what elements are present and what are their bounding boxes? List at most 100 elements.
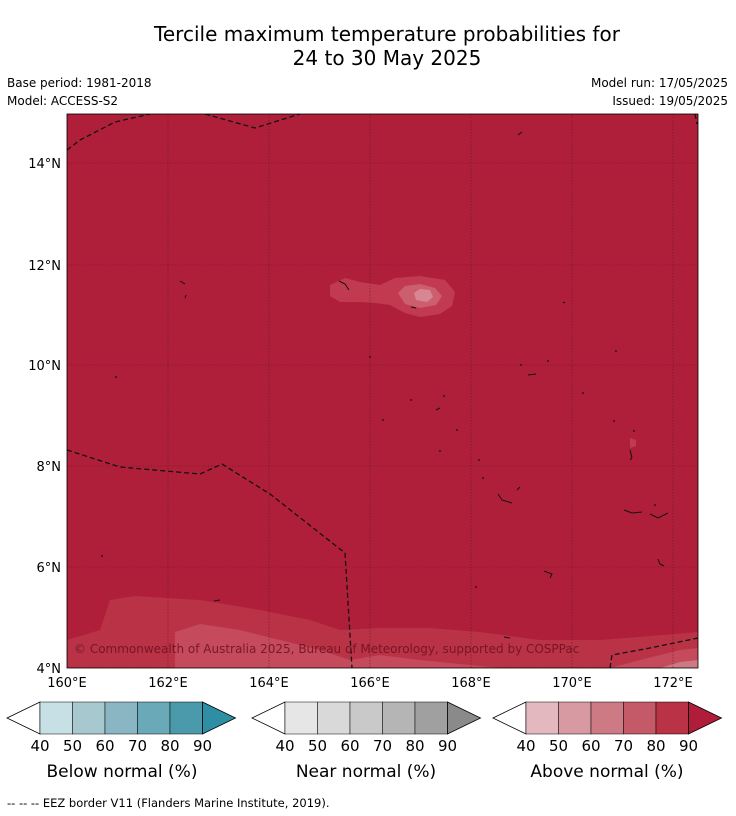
island-outline <box>657 558 665 567</box>
colorbar-tick: 80 <box>646 737 665 755</box>
contour-70-southeast <box>610 648 698 668</box>
colorbar-tick: 60 <box>95 737 114 755</box>
eez-border-north-2 <box>204 114 301 129</box>
meta-right: Model run: 17/05/2025 Issued: 19/05/2025 <box>591 74 728 110</box>
island-outline <box>497 486 521 504</box>
colorbar-segment <box>590 701 624 735</box>
colorbar-tick: 50 <box>549 737 568 755</box>
island-outline <box>435 407 441 411</box>
colorbar-extend-high <box>688 701 723 735</box>
lat-label: 10°N <box>28 359 61 374</box>
colorbar-segment <box>382 701 416 735</box>
longitude-labels: 160°E 162°E 164°E 166°E 168°E 170°E 172°E <box>47 676 693 691</box>
contour-80-east <box>630 438 636 448</box>
colorbar-tick: 90 <box>438 737 457 755</box>
islands <box>179 131 669 639</box>
lat-label: 4°N <box>37 662 62 677</box>
eez-border-north <box>67 114 151 151</box>
colorbar-segment <box>284 701 318 735</box>
colorbar-extend-low <box>492 701 527 735</box>
island-outline <box>179 280 187 299</box>
title-line-2: 24 to 30 May 2025 <box>292 46 482 70</box>
lon-label: 160°E <box>47 676 87 691</box>
copyright-notice: © Commonwealth of Australia 2025, Bureau… <box>74 642 579 656</box>
lat-label: 8°N <box>37 460 62 475</box>
colorbar-tick: 40 <box>516 737 535 755</box>
eez-border-northeast <box>694 114 698 125</box>
base-period: Base period: 1981-2018 <box>7 76 152 90</box>
colorbar-tick: 70 <box>614 737 633 755</box>
colorbar-tick: 50 <box>308 737 327 755</box>
island-outline <box>338 280 350 291</box>
lon-label: 172°E <box>653 676 693 691</box>
lon-label: 170°E <box>552 676 592 691</box>
colorbar-tick: 40 <box>275 737 294 755</box>
eez-borders <box>67 114 698 668</box>
colorbar-tick: 90 <box>193 737 212 755</box>
colorbar-segment <box>137 701 171 735</box>
island-outline <box>543 570 553 579</box>
map-frame <box>66 113 699 669</box>
colorbar-segment <box>104 701 138 735</box>
lat-label: 14°N <box>28 157 61 172</box>
map-panel[interactable]: © Commonwealth of Australia 2025, Bureau… <box>67 114 698 668</box>
island-outline <box>629 449 633 459</box>
lon-label: 164°E <box>249 676 289 691</box>
model-name: Model: ACCESS-S2 <box>7 94 119 108</box>
lat-label: 12°N <box>28 259 61 274</box>
island-outline <box>517 131 523 136</box>
chart-title: Tercile maximum temperature probabilitie… <box>0 22 736 70</box>
colorbar-segment <box>39 701 73 735</box>
island-outline <box>410 306 417 309</box>
eez-border-southeast <box>609 637 698 668</box>
colorbar-tick: 70 <box>373 737 392 755</box>
island-outline <box>503 636 511 639</box>
colorbar-tick: 70 <box>128 737 147 755</box>
colorbars: 40 50 60 70 80 90 40 50 60 70 80 90 40 50 60 70 80 90 <box>6 701 723 755</box>
colorbar-segment <box>414 701 448 735</box>
colorbar-extend-high <box>447 701 482 735</box>
colorbar-segment <box>623 701 657 735</box>
colorbar-segment <box>169 701 203 735</box>
colorbar-segment <box>558 701 592 735</box>
island-outline <box>527 373 537 376</box>
colorbar-tick: 90 <box>679 737 698 755</box>
contour-60-southeast <box>660 660 698 668</box>
meta-left: Base period: 1981-2018 Model: ACCESS-S2 <box>7 74 152 110</box>
colorbar-label-near: Near normal (%) <box>295 762 437 782</box>
model-run: Model run: 17/05/2025 <box>590 76 728 90</box>
footnote-eez: -- -- -- EEZ border V11 (Flanders Marine… <box>7 796 330 810</box>
contour-70-south <box>175 624 500 668</box>
colorbar-segment <box>72 701 106 735</box>
colorbar-extend-low <box>6 701 41 735</box>
lon-label: 168°E <box>451 676 491 691</box>
colorbar-tick: 80 <box>160 737 179 755</box>
lon-label: 166°E <box>350 676 390 691</box>
island-outline <box>623 509 669 519</box>
contour-60-island <box>414 289 433 302</box>
island-outline <box>213 599 221 602</box>
colorbar-tick: 60 <box>340 737 359 755</box>
colorbar-tick: 50 <box>63 737 82 755</box>
colorbar-segment <box>525 701 559 735</box>
latitude-labels: 14°N 12°N 10°N 8°N 6°N 4°N <box>28 157 61 677</box>
lon-label: 162°E <box>148 676 188 691</box>
island-outline <box>562 301 566 304</box>
colorbar-tick: 80 <box>405 737 424 755</box>
colorbar-tick: 60 <box>581 737 600 755</box>
graticule <box>67 114 698 668</box>
colorbar-segment <box>349 701 383 735</box>
colorbar-tick: 40 <box>30 737 49 755</box>
probability-field <box>67 114 698 668</box>
colorbar-label-above: Above normal (%) <box>530 762 684 782</box>
colorbar: 40 50 60 70 80 90 <box>6 701 237 755</box>
eez-border-west <box>67 449 353 668</box>
colorbar-extend-low <box>251 701 286 735</box>
colorbar: 40 50 60 70 80 90 <box>251 701 482 755</box>
issued-date: Issued: 19/05/2025 <box>612 94 728 108</box>
colorbar-segment <box>655 701 689 735</box>
colorbar-segment <box>317 701 351 735</box>
colorbar-label-below: Below normal (%) <box>46 762 198 782</box>
lat-label: 6°N <box>37 561 62 576</box>
